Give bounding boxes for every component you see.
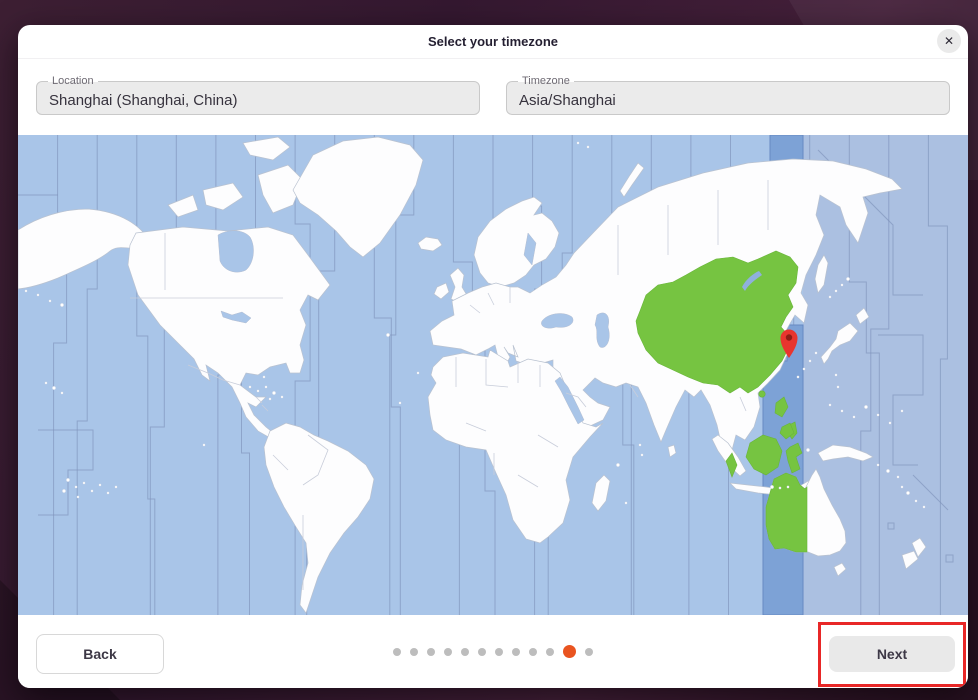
page-dot[interactable] xyxy=(427,647,435,656)
fields-row: Location Shanghai (Shanghai, China) Time… xyxy=(18,75,968,115)
page-dot[interactable] xyxy=(512,647,520,656)
page-dot[interactable] xyxy=(546,647,554,656)
page-dots xyxy=(18,615,968,688)
dialog-title: Select your timezone xyxy=(427,34,559,49)
highlighted-region-borneo xyxy=(745,434,783,476)
page-dot-active[interactable] xyxy=(563,645,576,658)
titlebar: Select your timezone ✕ xyxy=(18,25,968,59)
back-button[interactable]: Back xyxy=(36,634,164,674)
close-button[interactable]: ✕ xyxy=(937,29,961,53)
page-dot[interactable] xyxy=(478,647,486,656)
footer-bar: Back Next xyxy=(18,615,968,688)
page-dot[interactable] xyxy=(529,647,537,656)
maritime-zone-borders xyxy=(18,149,954,563)
country-borders xyxy=(130,180,769,590)
page-dot[interactable] xyxy=(495,647,503,656)
small-islands xyxy=(24,141,926,509)
highlighted-region-western-australia xyxy=(765,472,808,553)
location-field[interactable]: Location Shanghai (Shanghai, China) xyxy=(36,75,480,115)
timezone-field-value: Asia/Shanghai xyxy=(519,92,616,109)
highlighted-region-mindanao xyxy=(779,422,795,440)
highlighted-region-hainan xyxy=(758,390,766,398)
page-dot[interactable] xyxy=(461,647,469,656)
page-dot[interactable] xyxy=(444,647,452,656)
inland-water xyxy=(217,230,610,425)
location-pin-icon xyxy=(780,329,798,358)
world-timezone-map[interactable] xyxy=(18,135,968,615)
highlighted-region-luzon xyxy=(774,396,789,418)
timezone-field[interactable]: Timezone Asia/Shanghai xyxy=(506,75,950,115)
lake-baikal xyxy=(742,271,762,291)
highlighted-region-malaysia xyxy=(725,452,738,478)
location-field-label: Location xyxy=(48,75,98,88)
page-dot[interactable] xyxy=(410,647,418,656)
highlighted-region-china-mongolia xyxy=(635,250,799,394)
location-field-value: Shanghai (Shanghai, China) xyxy=(49,92,238,109)
page-dot[interactable] xyxy=(393,647,401,656)
installer-dialog: Select your timezone ✕ Location Shanghai… xyxy=(18,25,968,688)
next-button[interactable]: Next xyxy=(829,636,955,672)
highlighted-region-sulawesi xyxy=(785,442,803,474)
timezone-field-label: Timezone xyxy=(518,75,574,88)
map-svg xyxy=(18,135,968,615)
highlighted-utc8-regions xyxy=(635,250,808,553)
close-icon: ✕ xyxy=(943,34,955,48)
page-dot[interactable] xyxy=(585,647,593,656)
